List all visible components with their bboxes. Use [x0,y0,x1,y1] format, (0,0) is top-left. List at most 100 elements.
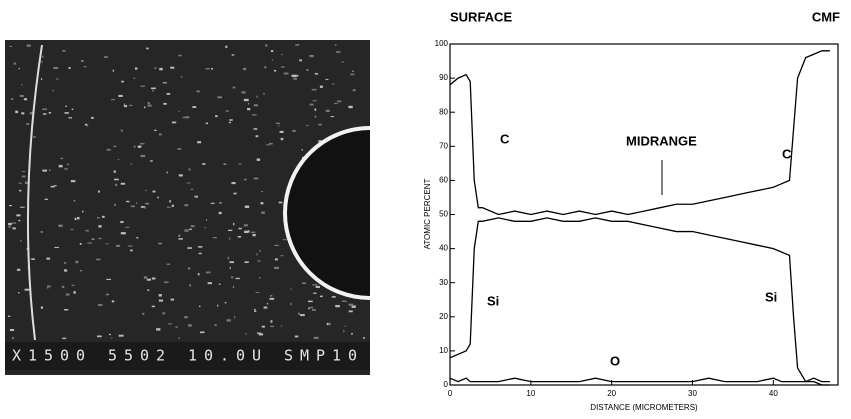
speck [308,307,310,310]
speck [261,190,263,193]
speck [184,229,189,232]
annotation: O [610,353,620,368]
speck [245,333,247,335]
speck [123,105,128,108]
x-tick-label: 30 [688,389,697,398]
speck [48,112,52,114]
speck [254,310,257,312]
speck [162,82,168,84]
speck [108,333,111,336]
speck [279,130,284,133]
speck [218,211,222,215]
y-tick-label: 100 [435,39,449,48]
speck [247,107,251,111]
speck [185,116,190,119]
y-axis-label: ATOMIC PERCENT [423,178,432,249]
speck [21,84,23,86]
micrograph-label-bar [5,342,370,370]
speck [75,260,79,264]
speck [114,203,116,206]
speck [348,310,353,313]
speck [136,237,139,239]
speck [274,258,278,261]
speck [111,98,116,101]
speck [70,228,74,231]
speck [350,73,355,76]
speck [18,219,21,222]
speck [133,145,136,148]
speck [53,185,57,187]
speck [16,214,21,217]
speck [189,284,192,287]
speck [26,123,30,125]
y-tick-label: 0 [444,380,449,389]
speck [49,169,51,171]
speck [252,114,257,116]
speck [234,316,236,319]
speck [8,315,11,317]
speck [113,145,117,148]
speck [140,85,145,87]
speck [278,125,280,127]
speck [196,90,200,93]
speck [130,163,133,165]
speck [210,202,215,204]
speck [19,206,25,208]
speck [42,169,48,172]
speck [244,261,249,263]
speck [177,148,182,150]
speck [229,237,231,240]
speck [309,54,314,58]
speck [18,182,22,184]
speck [10,98,14,100]
speck [314,108,317,111]
speck [294,335,299,338]
speck [205,271,211,274]
speck [42,108,48,111]
speck [243,98,249,102]
speck [265,44,268,47]
speck [202,163,206,165]
speck [229,119,233,121]
speck [244,205,250,208]
speck [274,244,279,247]
speck [253,177,259,180]
speck [8,222,12,226]
annotation: MIDRANGE [626,133,697,148]
data-line [449,377,830,383]
speck [314,72,318,75]
speck [80,60,84,62]
speck [243,178,247,181]
speck [315,283,318,286]
speck [229,261,235,264]
speck [248,103,250,105]
speck [116,245,121,247]
speck [143,276,148,279]
speck [42,55,44,58]
speck [256,253,258,256]
speck [105,293,110,296]
speck [47,285,51,288]
speck [169,200,172,203]
speck [158,299,164,302]
speck [270,320,273,323]
speck [145,189,147,191]
speck [298,312,300,315]
speck [271,59,273,62]
speck [162,312,166,315]
speck [121,80,124,83]
speck [311,88,317,91]
speck [261,211,265,214]
speck [242,67,247,71]
speck [225,302,227,304]
speck [167,323,173,325]
speck [65,293,70,296]
speck [243,224,248,227]
speck [282,239,288,241]
speck [71,108,74,111]
speck [31,258,35,260]
speck [334,102,338,105]
speck [318,140,322,143]
speck [255,135,259,138]
speck [178,174,183,177]
